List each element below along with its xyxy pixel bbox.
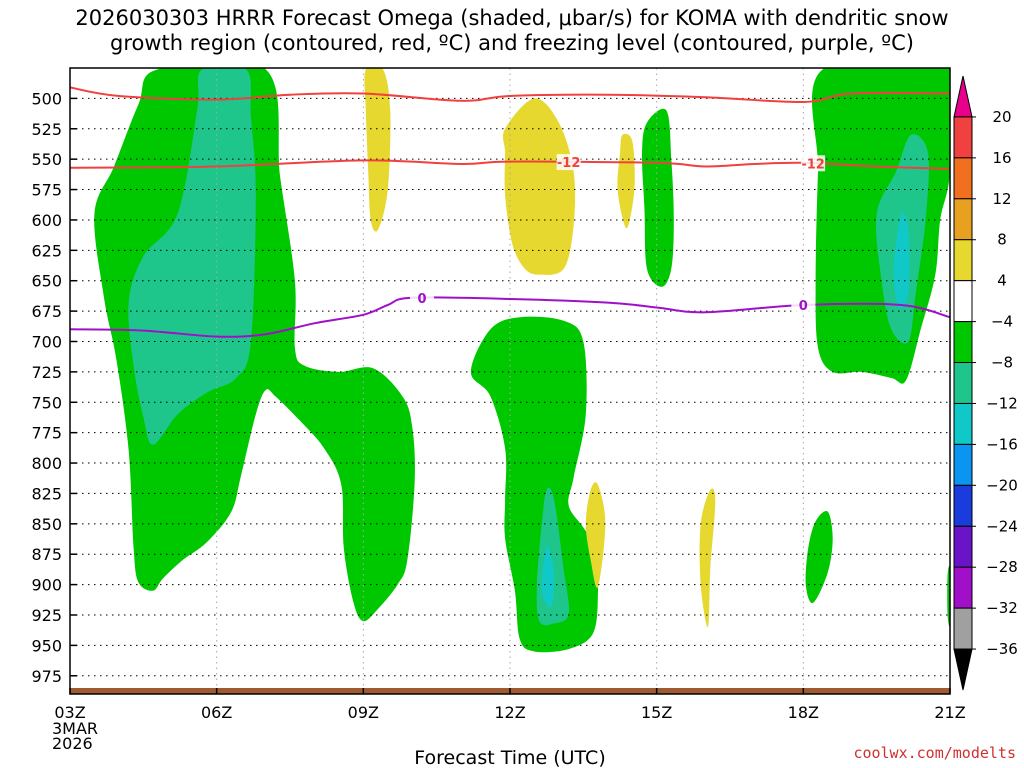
y-tick-label-700: 700 bbox=[31, 332, 62, 351]
y-tick-label-950: 950 bbox=[31, 636, 62, 655]
x-tick-label-12Z: 12Z bbox=[494, 703, 525, 722]
y-tick-label-800: 800 bbox=[31, 454, 62, 473]
chart-title-line-1: 2026030303 HRRR Forecast Omega (shaded, … bbox=[75, 6, 949, 30]
y-tick-label-550: 550 bbox=[31, 150, 62, 169]
y-tick-label-525: 525 bbox=[31, 120, 62, 139]
x-tick-label-06Z: 06Z bbox=[201, 703, 232, 722]
contour-label-bg-2-1 bbox=[791, 297, 816, 314]
colorbar-label-9: −20 bbox=[986, 476, 1018, 494]
y-axis: 500 525 550 575 600 625 650 675 700 725 750 775 800 8… bbox=[31, 89, 77, 686]
x-tick-sublabel-1: 2026 bbox=[52, 734, 93, 753]
omega-shaded-regions bbox=[94, 68, 950, 653]
x-tick-sublabel-0: 3MAR bbox=[52, 719, 98, 738]
colorbar-label-12: −32 bbox=[986, 599, 1018, 617]
colorbar-bin-8 bbox=[953, 402, 973, 445]
colorbar-bin-3 bbox=[953, 198, 973, 241]
colorbar-bin-5 bbox=[953, 280, 973, 323]
colorbar-label-2: 12 bbox=[992, 190, 1011, 208]
omega-region-11 bbox=[364, 68, 391, 232]
omega-region-2 bbox=[470, 316, 599, 653]
colorbar-bin-7 bbox=[953, 362, 973, 404]
x-tick-label-15Z: 15Z bbox=[641, 703, 672, 722]
omega-region-12 bbox=[502, 98, 576, 275]
colorbar-bin-6 bbox=[953, 321, 973, 364]
y-tick-label-975: 975 bbox=[31, 667, 62, 686]
y-tick-label-725: 725 bbox=[31, 363, 62, 382]
omega-region-5 bbox=[641, 108, 674, 287]
omega-region-4 bbox=[541, 545, 555, 608]
chart-title-line-2: growth region (contoured, red, ºC) and f… bbox=[110, 31, 914, 55]
colorbar-label-7: −12 bbox=[986, 394, 1018, 412]
x-tick-label-09Z: 09Z bbox=[348, 703, 379, 722]
y-tick-label-850: 850 bbox=[31, 515, 62, 534]
y-tick-label-675: 675 bbox=[31, 302, 62, 321]
omega-region-14 bbox=[585, 482, 606, 589]
y-tick-label-825: 825 bbox=[31, 484, 62, 503]
x-axis-label: Forecast Time (UTC) bbox=[414, 747, 605, 768]
omega-region-9 bbox=[805, 510, 833, 604]
colorbar: 20 16 12 8 4 −4 −8 −12 −16 −20 −24 −28 −32 −36 bbox=[953, 75, 1018, 691]
omega-region-0 bbox=[94, 68, 415, 622]
contour-lines: -12 -12 0 0 bbox=[70, 86, 950, 338]
contour-label-0-1: -12 bbox=[801, 157, 825, 172]
omega-region-13 bbox=[617, 133, 635, 229]
y-tick-label-925: 925 bbox=[31, 606, 62, 625]
y-tick-label-600: 600 bbox=[31, 211, 62, 230]
colorbar-label-1: 16 bbox=[992, 149, 1011, 167]
colorbar-bin-2 bbox=[953, 157, 973, 200]
colorbar-bin-4 bbox=[953, 239, 973, 282]
x-tick-label-03Z: 03Z bbox=[54, 703, 85, 722]
site-credit: coolwx.com/modelts bbox=[853, 744, 1016, 762]
colorbar-bin-14 bbox=[953, 648, 973, 691]
colorbar-label-6: −8 bbox=[991, 354, 1013, 372]
x-tick-label-21Z: 21Z bbox=[934, 703, 965, 722]
contour-label-bg-0-1 bbox=[801, 155, 826, 172]
colorbar-bin-0 bbox=[953, 75, 973, 118]
omega-region-8 bbox=[893, 212, 910, 309]
colorbar-bin-10 bbox=[953, 484, 973, 527]
y-tick-label-625: 625 bbox=[31, 241, 62, 260]
y-tick-label-900: 900 bbox=[31, 576, 62, 595]
colorbar-label-4: 4 bbox=[997, 272, 1007, 290]
colorbar-label-8: −16 bbox=[986, 435, 1018, 453]
y-tick-label-500: 500 bbox=[31, 89, 62, 108]
y-tick-label-650: 650 bbox=[31, 272, 62, 291]
contour-label-bg-2-0 bbox=[410, 289, 434, 306]
omega-region-1 bbox=[128, 68, 256, 445]
contour-label-bg-0-0 bbox=[556, 154, 581, 171]
colorbar-bin-13 bbox=[953, 607, 973, 650]
contour-label-2-0: 0 bbox=[417, 292, 426, 307]
colorbar-bin-11 bbox=[953, 525, 973, 568]
chart-title: 2026030303 HRRR Forecast Omega (shaded, … bbox=[0, 6, 1024, 56]
colorbar-label-5: −4 bbox=[991, 313, 1013, 331]
colorbar-label-13: −36 bbox=[986, 640, 1018, 658]
grid-lines bbox=[70, 68, 950, 694]
contour-line-1 bbox=[70, 86, 950, 104]
y-tick-label-875: 875 bbox=[31, 545, 62, 564]
contour-label-2-1: 0 bbox=[799, 299, 808, 314]
y-tick-label-750: 750 bbox=[31, 393, 62, 412]
colorbar-label-11: −28 bbox=[986, 558, 1018, 576]
colorbar-bin-12 bbox=[953, 566, 973, 609]
colorbar-label-3: 8 bbox=[997, 231, 1007, 249]
colorbar-label-0: 20 bbox=[992, 108, 1011, 126]
omega-region-15 bbox=[699, 488, 716, 628]
colorbar-label-10: −24 bbox=[986, 517, 1018, 535]
contour-label-0-0: -12 bbox=[557, 156, 581, 171]
y-tick-label-775: 775 bbox=[31, 424, 62, 443]
colorbar-bin-9 bbox=[953, 443, 973, 486]
colorbar-bin-1 bbox=[953, 116, 973, 159]
y-tick-label-575: 575 bbox=[31, 181, 62, 200]
x-tick-label-18Z: 18Z bbox=[788, 703, 819, 722]
